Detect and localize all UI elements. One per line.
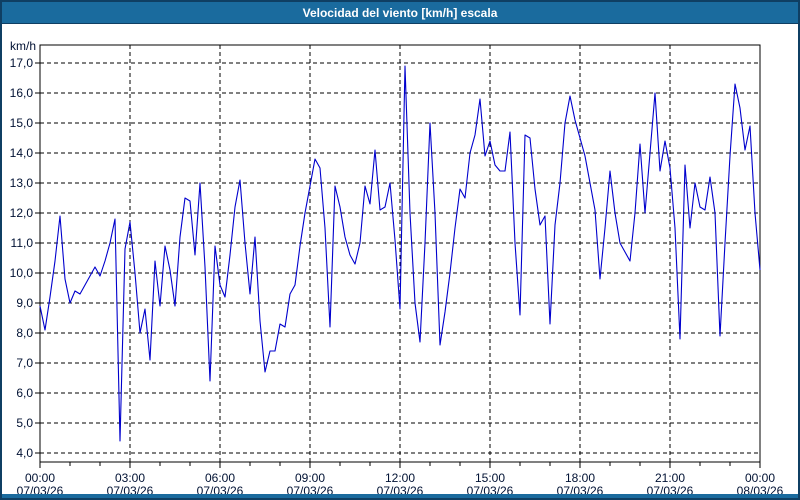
title-bar: Velocidad del viento [km/h] escala	[2, 2, 798, 24]
y-tick-label: 13,0	[10, 176, 34, 190]
window-bottom-edge	[2, 494, 798, 498]
x-tick-time-label: 03:00	[115, 471, 145, 485]
x-tick-time-label: 00:00	[25, 471, 55, 485]
x-tick-time-label: 00:00	[745, 471, 775, 485]
x-tick-time-label: 12:00	[385, 471, 415, 485]
y-tick-label: 5,0	[16, 416, 33, 430]
wind-speed-chart: 17,0 16,0 15,0 14,0 13,0 12,0 11,0 10,0 9,0 8,0 7,…	[10, 39, 784, 498]
y-tick-label: 6,0	[16, 386, 33, 400]
y-tick-label: 9,0	[16, 296, 33, 310]
x-tick-time-label: 06:00	[205, 471, 235, 485]
y-tick-label: 12,0	[10, 206, 34, 220]
y-tick-label: 16,0	[10, 86, 34, 100]
y-tick-label: 11,0	[11, 236, 34, 250]
x-tick-time-label: 18:00	[565, 471, 595, 485]
y-tick-label: 4,0	[16, 446, 33, 460]
plot-frame	[39, 44, 761, 463]
window-title: Velocidad del viento [km/h] escala	[302, 6, 498, 20]
y-axis-unit-label: km/h	[10, 39, 36, 53]
wind-speed-line	[39, 65, 761, 442]
x-tick-time-label: 21:00	[655, 471, 685, 485]
y-tick-label: 15,0	[10, 116, 34, 130]
y-tick-label: 10,0	[10, 266, 34, 280]
y-tick-label: 17,0	[10, 56, 34, 70]
y-tick-label: 8,0	[16, 326, 33, 340]
y-tick-label: 7,0	[16, 356, 33, 370]
x-tick-time-label: 09:00	[295, 471, 325, 485]
x-tick-time-label: 15:00	[475, 471, 505, 485]
y-tick-label: 14,0	[10, 146, 34, 160]
